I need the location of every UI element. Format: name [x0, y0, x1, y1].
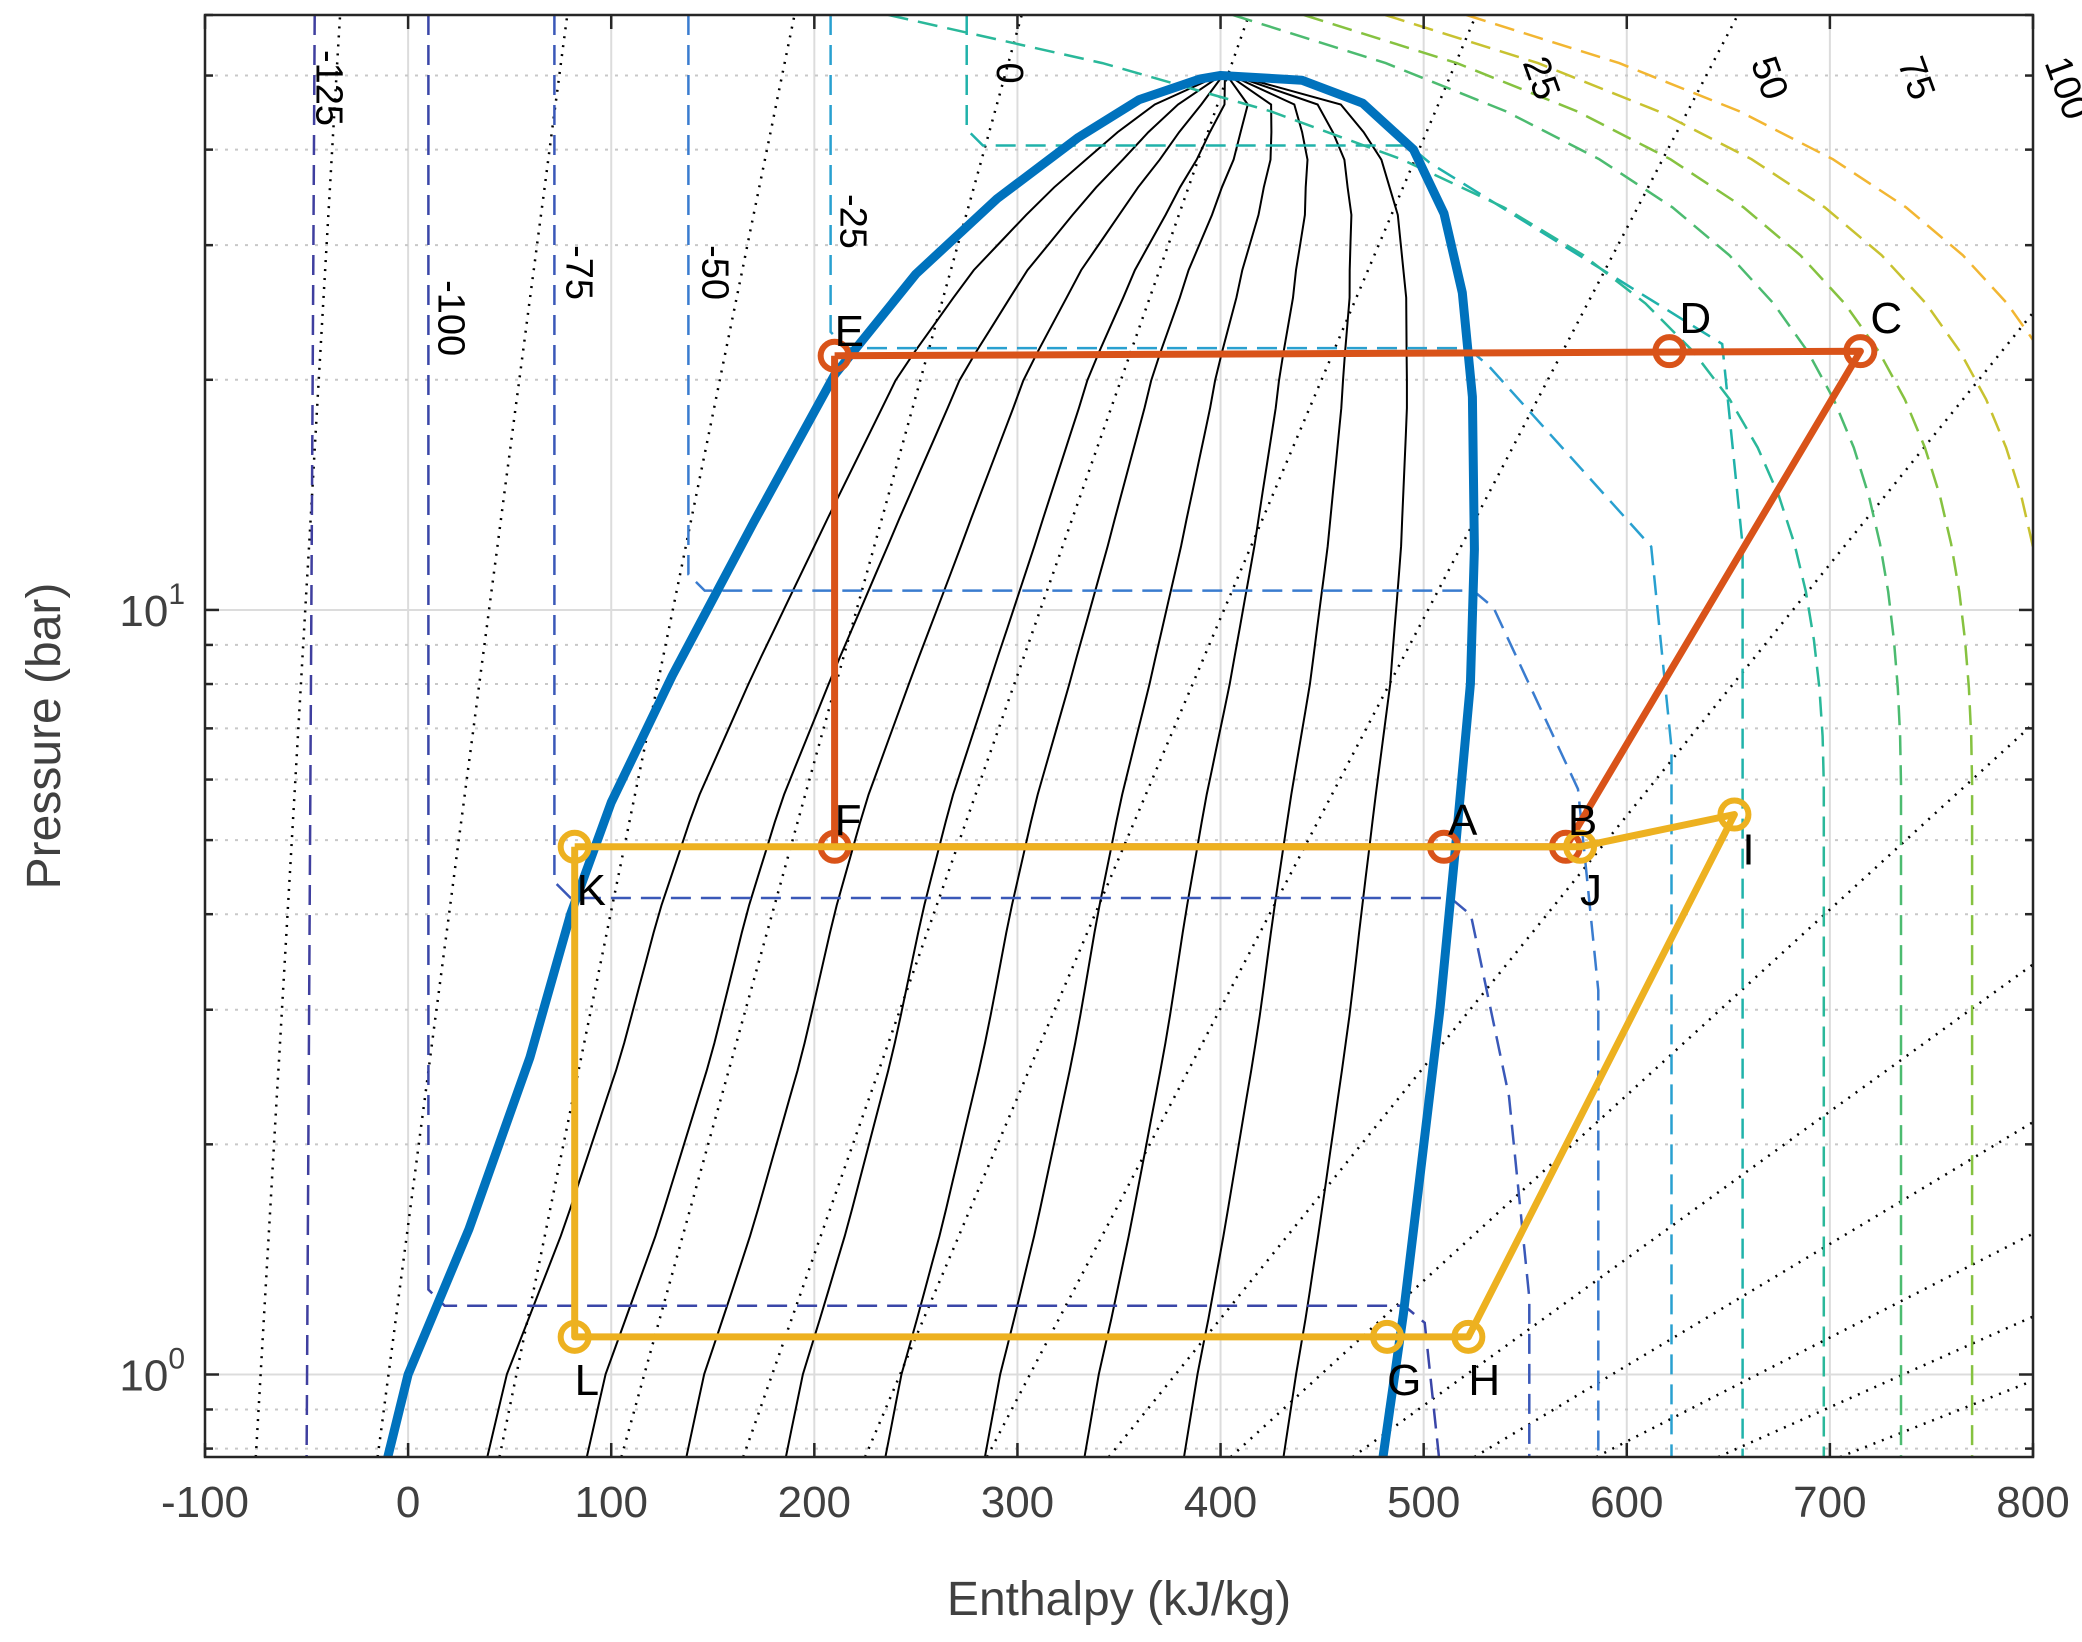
isotherm-label: -75: [558, 245, 600, 300]
x-tick-label: 400: [1184, 1478, 1257, 1527]
x-axis-label: Enthalpy (kJ/kg): [947, 1573, 1291, 1626]
y-tick-label: 101: [119, 578, 185, 636]
x-tick-label: 0: [396, 1478, 420, 1527]
isotherm-label: -50: [694, 245, 736, 300]
x-tick-label: 700: [1793, 1478, 1866, 1527]
state-label-F: F: [835, 796, 862, 845]
isotherm-label: 100: [2036, 51, 2082, 125]
state-label-G: G: [1387, 1356, 1421, 1405]
x-tick-label: -100: [161, 1478, 249, 1527]
plot-area: [205, 15, 2033, 1457]
state-label-B: B: [1568, 796, 1597, 845]
state-label-D: D: [1679, 294, 1711, 343]
state-label-E: E: [835, 307, 864, 356]
x-tick-label: 100: [575, 1478, 648, 1527]
state-label-C: C: [1870, 294, 1902, 343]
state-label-J: J: [1580, 866, 1602, 915]
ph-diagram: -125-100-75-50-250255075100125EDCBAFKJIH…: [0, 0, 2082, 1642]
x-tick-label: 200: [778, 1478, 851, 1527]
y-tick-label: 100: [119, 1343, 185, 1401]
x-tick-label: 800: [1996, 1478, 2069, 1527]
state-label-I: I: [1742, 826, 1754, 875]
isotherm-label: -100: [430, 280, 472, 356]
state-label-K: K: [577, 866, 606, 915]
state-label-A: A: [1448, 796, 1478, 845]
isotherm-label: -25: [832, 194, 874, 249]
y-axis-label: Pressure (bar): [18, 583, 71, 890]
state-label-L: L: [575, 1356, 599, 1405]
x-tick-label: 500: [1387, 1478, 1460, 1527]
x-tick-label: 600: [1590, 1478, 1663, 1527]
isotherm-label: 0: [988, 63, 1030, 84]
x-tick-label: 300: [981, 1478, 1054, 1527]
isotherm-label: -125: [308, 50, 350, 126]
state-label-H: H: [1468, 1356, 1500, 1405]
